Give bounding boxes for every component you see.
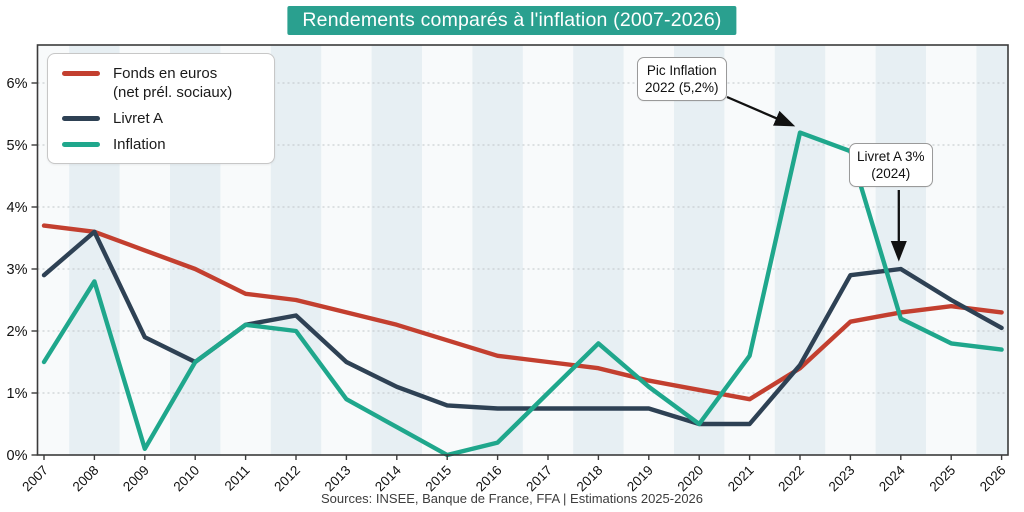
annotation-pic-inflation: Pic Inflation 2022 (5,2%) [637, 57, 727, 101]
y-tick-label: 3% [7, 262, 28, 278]
legend-label: Inflation [113, 136, 166, 153]
year-band [976, 45, 1008, 455]
series-line-fonds-en-euros-net-pr-l-sociaux- [41, 223, 1004, 402]
x-tick-label: 2007 [19, 463, 51, 495]
year-band [573, 45, 624, 455]
legend-item-fonds-en-euros: Fonds en euros (net prél. sociaux) [62, 64, 268, 102]
y-tick-label: 5% [7, 138, 28, 154]
y-tick-label: 0% [7, 448, 28, 464]
legend-item-inflation: Inflation [62, 135, 268, 154]
x-tick-label: 2019 [624, 463, 656, 495]
year-band [270, 45, 322, 455]
x-tick-label: 2008 [70, 463, 102, 495]
legend-item-livret-a: Livret A [62, 109, 268, 128]
series-line-inflation [41, 130, 1004, 458]
annotation-livret-a: Livret A 3% (2024) [849, 143, 933, 187]
chart-title: Rendements comparés à l'inflation (2007-… [287, 6, 737, 35]
y-tick-label: 4% [7, 200, 28, 216]
x-tick-label: 2012 [271, 463, 303, 495]
x-tick-label: 2011 [222, 463, 253, 494]
x-tick-label: 2020 [674, 463, 706, 495]
x-tick-label: 2014 [372, 462, 404, 494]
x-tick-label: 2023 [826, 463, 858, 495]
y-tick-label: 6% [7, 76, 28, 92]
legend-swatch-fonds-en-euros [62, 71, 100, 76]
legend-swatch-livret-a [62, 116, 100, 121]
x-tick-label: 2017 [523, 463, 555, 495]
x-tick-label: 2018 [574, 463, 606, 495]
x-tick-label: 2026 [977, 463, 1009, 495]
year-band [472, 45, 523, 455]
x-tick-label: 2025 [926, 463, 958, 495]
y-tick-label: 1% [7, 386, 28, 402]
y-tick-label: 2% [7, 324, 28, 340]
source-caption: Sources: INSEE, Banque de France, FFA | … [320, 491, 704, 506]
x-tick-label: 2010 [170, 463, 202, 495]
plot-frame [36, 44, 1009, 456]
legend-swatch-inflation [62, 142, 100, 147]
x-tick-label: 2024 [876, 462, 908, 494]
x-tick-label: 2013 [322, 463, 354, 495]
arrow-pic-inflation [726, 95, 796, 127]
legend-label: Livret A [113, 110, 164, 127]
legend: Fonds en euros (net prél. sociaux) Livre… [47, 53, 275, 164]
legend-label: Fonds en euros (net prél. sociaux) [113, 65, 233, 101]
x-tick-label: 2022 [775, 463, 807, 495]
x-tick-label: 2015 [422, 463, 454, 495]
x-tick-label: 2016 [473, 463, 505, 495]
x-tick-label: 2009 [120, 463, 152, 495]
x-tick-label: 2021 [725, 463, 757, 495]
